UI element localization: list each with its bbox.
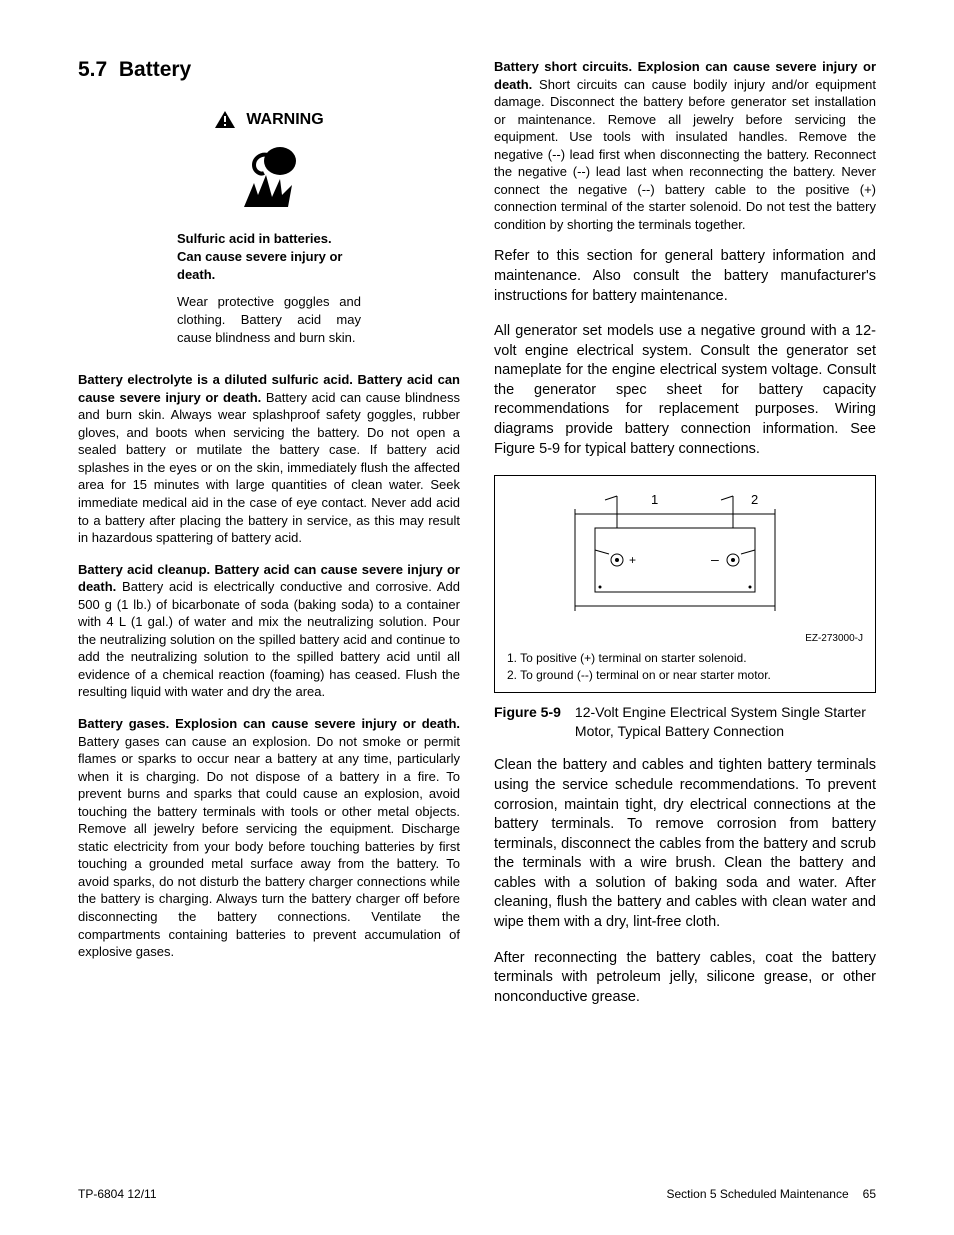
plus-symbol: + [629, 553, 636, 567]
warning-label: WARNING [246, 111, 323, 129]
hazard-icon [139, 139, 399, 216]
left-para-1: Battery acid cleanup. Battery acid can c… [78, 561, 460, 701]
callout-1: 1 [651, 492, 658, 507]
footer-left: TP-6804 12/11 [78, 1187, 157, 1201]
minus-symbol: – [711, 551, 719, 567]
footer-right: Section 5 Scheduled Maintenance 65 [667, 1187, 877, 1201]
figure-legend-1: 1. To positive (+) terminal on starter s… [507, 650, 863, 667]
callout-2: 2 [751, 492, 758, 507]
figure-legend-2: 2. To ground (--) terminal on or near st… [507, 667, 863, 684]
right-ref-para-1: All generator set models use a negative … [494, 322, 876, 459]
figure-caption-text: 12-Volt Engine Electrical System Single … [575, 703, 876, 741]
footer-section: Section 5 Scheduled Maintenance [667, 1187, 849, 1201]
battery-schematic-icon: + – 1 2 [555, 490, 815, 618]
hazard-title: Sulfuric acid in batteries. Can cause se… [139, 230, 399, 285]
figure-caption: Figure 5-9 12-Volt Engine Electrical Sys… [494, 703, 876, 741]
right-top-body: Short circuits can cause bodily injury a… [494, 77, 876, 232]
page-footer: TP-6804 12/11 Section 5 Scheduled Mainte… [78, 1187, 876, 1201]
right-top-para: Battery short circuits. Explosion can ca… [494, 58, 876, 233]
right-column: Battery short circuits. Explosion can ca… [494, 58, 876, 1023]
page-content: 5.7 Battery WARNING Sulfuric acid i [78, 58, 876, 1023]
warning-block: WARNING Sulfuric acid in batteries. Can … [139, 110, 399, 347]
footer-page: 65 [863, 1187, 876, 1201]
figure-box: + – 1 2 EZ-27300 [494, 475, 876, 693]
warning-triangle-icon [214, 110, 236, 129]
left-para-2: Battery gases. Explosion can cause sever… [78, 715, 460, 961]
section-heading: 5.7 Battery [78, 58, 460, 82]
hazard-body: Wear protective goggles and clothing. Ba… [139, 293, 399, 348]
figure-label: Figure 5-9 [494, 703, 561, 741]
right-ref-para-0: Refer to this section for general batter… [494, 247, 876, 306]
left-para-2-body: Battery gases can cause an explosion. Do… [78, 734, 460, 960]
figure-diagram: + – 1 2 [507, 490, 863, 623]
right-bottom-para-1: After reconnecting the battery cables, c… [494, 949, 876, 1008]
figure-ref: EZ-273000-J [507, 633, 863, 644]
hazard-title-line1: Sulfuric acid in batteries. [177, 231, 332, 246]
left-para-2-lead: Battery gases. Explosion can cause sever… [78, 716, 460, 731]
warning-header: WARNING [139, 110, 399, 129]
right-bottom-para-0: Clean the battery and cables and tighten… [494, 756, 876, 932]
left-column: 5.7 Battery WARNING Sulfuric acid i [78, 58, 460, 1023]
left-para-0: Battery electrolyte is a diluted sulfuri… [78, 371, 460, 546]
left-para-1-body: Battery acid is electrically conductive … [78, 579, 460, 699]
section-title: Battery [119, 58, 191, 81]
explosion-icon [224, 139, 314, 211]
left-para-0-body: Battery acid can cause blindness and bur… [78, 390, 460, 545]
section-number: 5.7 [78, 58, 107, 81]
hazard-title-line2: Can cause severe injury or death. [177, 249, 342, 282]
figure-legend: 1. To positive (+) terminal on starter s… [507, 650, 863, 684]
